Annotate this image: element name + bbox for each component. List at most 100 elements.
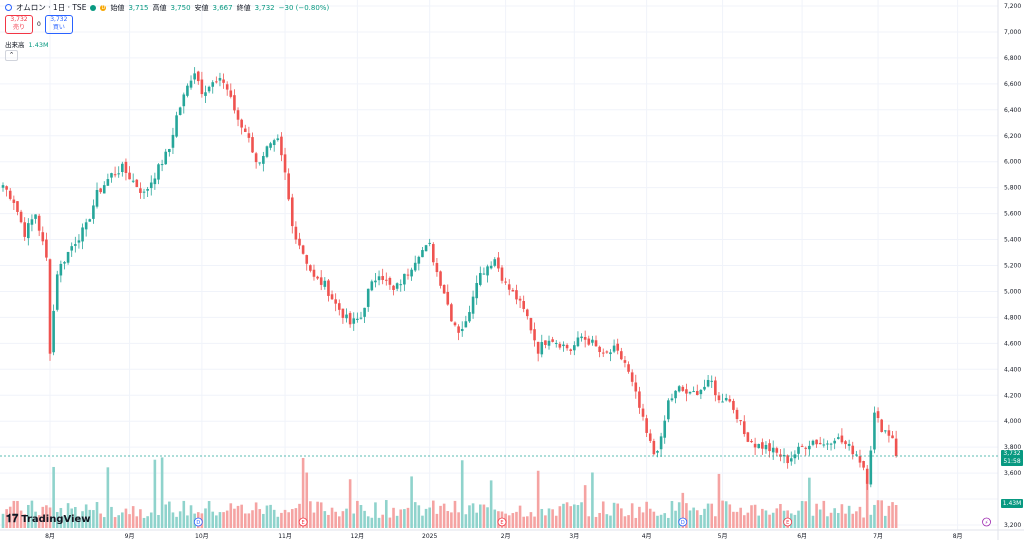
volume-bar	[45, 505, 48, 528]
y-tick-label: 6,400	[1004, 107, 1021, 114]
candle-body	[113, 174, 117, 176]
candle-body	[12, 199, 16, 203]
volume-bar	[620, 508, 623, 528]
buy-button[interactable]: 3,732 買い	[44, 15, 73, 34]
volume-bar	[829, 512, 833, 528]
candle-body	[381, 276, 384, 280]
tradingview-logo[interactable]: 𝟏𝟕 TradingView	[6, 512, 91, 526]
candle-body	[392, 285, 395, 290]
volume-bar	[880, 500, 883, 528]
volume-bar	[283, 509, 287, 528]
volume-bar	[225, 510, 229, 528]
candle-body	[717, 395, 721, 401]
candle-body	[251, 137, 254, 153]
event-marker-earnings[interactable]	[298, 517, 308, 527]
event-marker-dividend[interactable]	[678, 517, 688, 527]
candle-body	[808, 445, 811, 450]
candle-body	[413, 262, 417, 271]
candle-body	[489, 265, 493, 269]
open-label: 始値	[110, 3, 125, 12]
candle-body	[283, 154, 287, 173]
candle-body	[222, 79, 225, 83]
volume-bar	[146, 516, 149, 528]
candle-body	[656, 451, 659, 453]
candle-body	[634, 382, 638, 392]
candle-body	[547, 340, 551, 346]
volume-bar	[171, 512, 175, 528]
candle-body	[833, 440, 836, 444]
volume-bar	[8, 506, 12, 528]
candle-body	[533, 329, 536, 341]
volume-bar	[276, 516, 280, 528]
volume-bar	[460, 460, 464, 528]
collapse-legend-button[interactable]: ⌃	[5, 50, 18, 61]
volume-bar	[594, 516, 598, 528]
candle-body	[298, 238, 301, 246]
open-value: 3,715	[128, 3, 149, 12]
volume-bar	[522, 516, 525, 528]
volume-bar	[106, 467, 110, 528]
candle-body	[45, 239, 48, 258]
candle-body	[746, 432, 750, 442]
candle-body	[865, 468, 869, 484]
volume-bar	[652, 511, 656, 528]
volume-bar	[298, 503, 301, 528]
event-marker-earnings[interactable]	[783, 517, 793, 527]
volume-bar	[764, 510, 768, 528]
candle-body	[265, 146, 269, 157]
volume-bar	[395, 515, 399, 528]
event-marker-earnings[interactable]	[497, 517, 507, 527]
volume-bar	[403, 509, 406, 528]
y-tick-label: 5,800	[1004, 185, 1021, 192]
event-marker-dividend[interactable]	[193, 517, 203, 527]
candle-body	[645, 418, 648, 433]
low-value: 3,667	[212, 3, 233, 12]
volume-bar	[142, 517, 146, 528]
candle-body	[529, 318, 533, 331]
low-label: 安値	[194, 3, 209, 12]
volume-bar	[479, 504, 482, 528]
candle-body	[601, 352, 605, 354]
candle-body	[359, 317, 363, 319]
volume-bar	[70, 508, 74, 528]
volume-bar	[280, 512, 283, 528]
volume-bar	[674, 510, 677, 528]
candle-body	[81, 227, 84, 242]
sell-button[interactable]: 3,732 売り	[5, 15, 33, 34]
candle-body	[41, 232, 45, 242]
symbol-title[interactable]: オムロン · 1日 · TSE	[16, 3, 87, 12]
volume-value: 1.43M	[28, 41, 49, 49]
candle-body	[77, 240, 81, 243]
volume-bar	[102, 517, 106, 528]
candle-body	[471, 296, 475, 314]
volume-bar	[511, 513, 515, 528]
candle-body	[88, 219, 92, 222]
volume-bar	[139, 509, 142, 528]
volume-bar	[374, 502, 377, 528]
y-tick-label: 5,400	[1004, 237, 1021, 244]
candle-body	[771, 447, 775, 453]
volume-bar	[808, 477, 811, 528]
candle-body	[768, 443, 771, 452]
candle-body	[319, 277, 323, 285]
volume-bar	[63, 515, 66, 528]
candle-body	[873, 412, 876, 450]
candle-body	[102, 185, 106, 194]
candle-body	[272, 140, 276, 146]
candle-body	[200, 79, 204, 95]
candle-body	[526, 309, 529, 317]
volume-bar	[117, 515, 121, 528]
candle-body	[551, 339, 554, 342]
volume-bar	[301, 458, 305, 528]
delayed-flag-icon: D	[100, 4, 107, 11]
candle-body	[826, 443, 829, 445]
candle-body	[460, 328, 464, 332]
candle-body	[323, 280, 327, 287]
volume-bar	[601, 501, 605, 528]
volume-bar	[840, 504, 844, 528]
volume-bar	[573, 504, 576, 528]
candle-body	[453, 322, 457, 326]
candle-body	[388, 277, 392, 285]
event-marker-split[interactable]	[982, 517, 991, 527]
